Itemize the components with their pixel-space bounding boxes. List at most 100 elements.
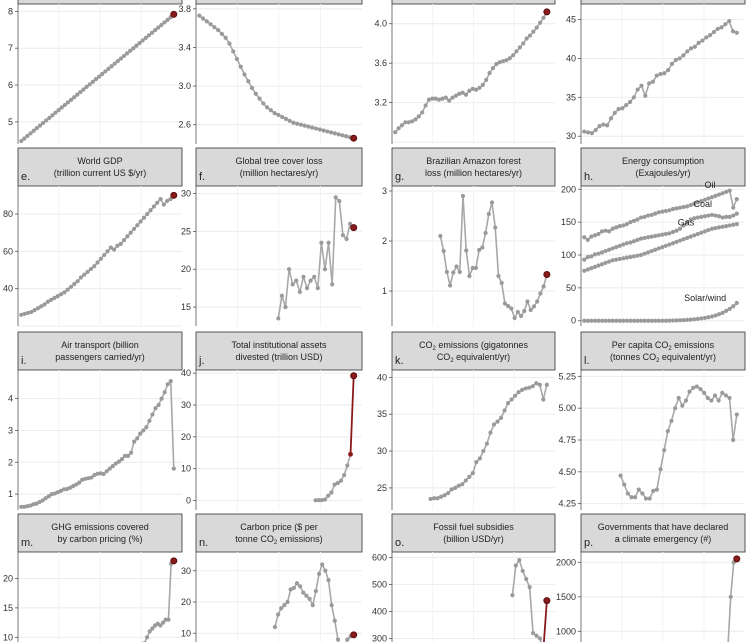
series-segment bbox=[728, 190, 735, 208]
data-point bbox=[156, 402, 161, 408]
panel-letter: h. bbox=[584, 171, 593, 183]
panel-strip bbox=[391, 147, 556, 187]
data-point bbox=[720, 224, 725, 229]
panel-title-line: (billion USD/yr) bbox=[443, 534, 504, 544]
data-point bbox=[212, 25, 217, 30]
data-point bbox=[42, 302, 47, 307]
data-point bbox=[520, 387, 525, 392]
data-point bbox=[141, 428, 146, 433]
data-point bbox=[88, 266, 94, 272]
data-point bbox=[135, 436, 140, 441]
data-point bbox=[585, 318, 590, 323]
data-point bbox=[589, 254, 594, 259]
data-point bbox=[498, 415, 504, 420]
data-point bbox=[621, 223, 626, 228]
data-point bbox=[727, 19, 732, 24]
data-point bbox=[77, 480, 82, 485]
data-point bbox=[582, 268, 587, 273]
series-segment bbox=[465, 250, 471, 277]
y-tick-label: 25 bbox=[377, 483, 387, 493]
data-point bbox=[640, 491, 645, 496]
data-point bbox=[456, 483, 461, 488]
data-point bbox=[156, 25, 161, 30]
data-point bbox=[474, 460, 479, 465]
panel-strip bbox=[195, 513, 363, 553]
data-point bbox=[162, 390, 167, 395]
data-point bbox=[140, 38, 145, 43]
data-point bbox=[720, 215, 725, 220]
data-point bbox=[144, 425, 149, 430]
y-tick-label: 10 bbox=[181, 464, 191, 474]
panel-title-line: Per capita CO2​ emissions bbox=[612, 340, 715, 352]
data-point bbox=[149, 30, 155, 35]
data-point bbox=[636, 487, 641, 492]
data-point bbox=[642, 318, 647, 323]
data-point bbox=[674, 239, 679, 244]
data-point bbox=[435, 496, 440, 501]
data-point bbox=[467, 273, 472, 279]
panel-letter: n. bbox=[199, 537, 208, 549]
series-segment bbox=[345, 223, 351, 240]
data-point bbox=[531, 29, 536, 34]
data-point bbox=[90, 79, 95, 84]
data-point bbox=[128, 450, 134, 455]
data-point bbox=[138, 431, 143, 436]
data-point bbox=[335, 637, 341, 642]
data-point bbox=[95, 260, 100, 265]
data-point bbox=[227, 41, 232, 46]
y-tick-label: 5.00 bbox=[558, 403, 576, 413]
data-point bbox=[453, 93, 458, 98]
panel-strip bbox=[195, 331, 363, 371]
series-segment bbox=[484, 213, 490, 234]
data-point bbox=[98, 256, 103, 261]
series-segment bbox=[286, 589, 292, 603]
data-point bbox=[621, 242, 626, 247]
data-point bbox=[449, 487, 454, 492]
data-point bbox=[635, 237, 640, 242]
series-segment bbox=[458, 195, 464, 273]
data-point bbox=[653, 247, 658, 252]
y-tick-label: 3.8 bbox=[178, 4, 191, 14]
data-point bbox=[58, 292, 64, 297]
data-point bbox=[628, 318, 633, 323]
data-point bbox=[316, 571, 322, 576]
data-point bbox=[617, 256, 622, 262]
data-point bbox=[706, 196, 711, 201]
data-point bbox=[663, 208, 668, 214]
panel-c: 3.2 3.6 4.0 bbox=[374, 0, 556, 144]
data-point bbox=[433, 96, 438, 101]
series-label: Coal bbox=[693, 199, 712, 209]
data-point bbox=[635, 253, 640, 258]
data-point bbox=[107, 466, 112, 471]
data-point bbox=[118, 56, 123, 61]
data-point bbox=[75, 92, 80, 97]
data-point bbox=[687, 389, 692, 394]
data-point bbox=[28, 131, 33, 136]
data-point bbox=[660, 209, 665, 214]
data-point bbox=[315, 286, 320, 291]
data-point bbox=[680, 403, 685, 408]
panel-strip bbox=[195, 147, 363, 187]
panel-title-line: tonne CO2​ emissions) bbox=[235, 534, 322, 546]
data-point bbox=[286, 267, 292, 272]
data-point bbox=[715, 26, 720, 31]
data-point bbox=[713, 225, 718, 231]
data-point bbox=[612, 110, 617, 115]
y-tick-label: 200 bbox=[561, 184, 576, 194]
data-point bbox=[329, 130, 334, 135]
data-point bbox=[541, 397, 546, 402]
data-point bbox=[447, 98, 452, 103]
y-tick-label: 20 bbox=[181, 432, 191, 442]
data-point bbox=[295, 121, 300, 126]
y-tick-label: 80 bbox=[3, 209, 13, 219]
data-point bbox=[40, 120, 46, 126]
panel-title-line: Fossil fuel subsidies bbox=[433, 522, 514, 532]
data-point bbox=[337, 199, 342, 204]
data-point bbox=[460, 90, 465, 95]
panel-l: l. Per capita CO2​ emissions(tonnes CO2​ … bbox=[558, 331, 746, 510]
y-tick-label: 4.0 bbox=[374, 19, 387, 29]
data-point bbox=[510, 593, 515, 598]
data-point bbox=[538, 291, 543, 296]
data-point bbox=[125, 234, 130, 239]
series-segment bbox=[494, 227, 500, 277]
